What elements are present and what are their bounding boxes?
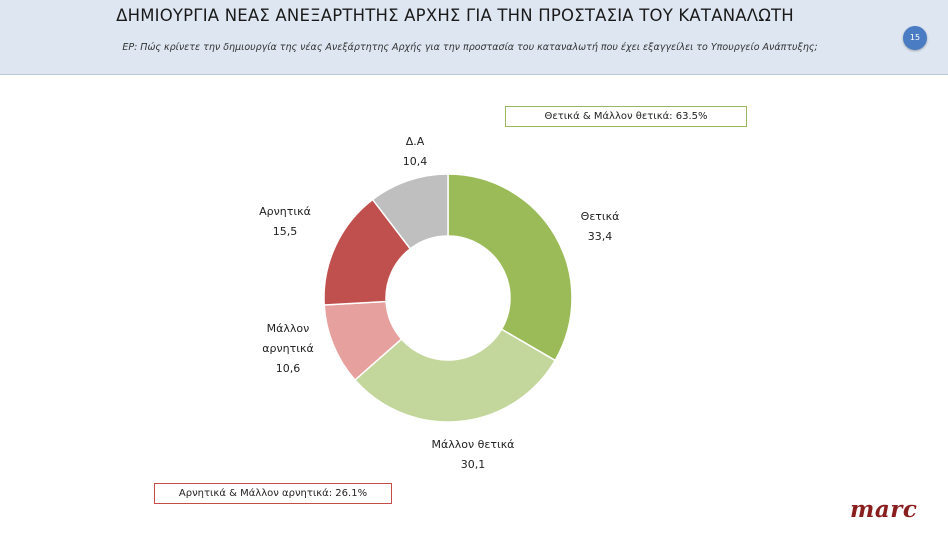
slice-value-4: 10,4 — [403, 155, 428, 168]
slice-label-4: Δ.Α — [406, 135, 425, 148]
slice-value-1: 30,1 — [461, 458, 486, 471]
slice-1 — [353, 328, 557, 423]
slice-label-3: Αρνητικά — [259, 205, 311, 218]
slice-labels: Θετικά 33,4 Μάλλον θετικά 30,1 Μάλλον αρνητικ… — [259, 135, 619, 471]
slice-value-0: 33,4 — [588, 230, 613, 243]
negative-summary-box: Αρνητικά & Μάλλον αρνητικά: 26.1% — [154, 483, 392, 504]
marc-logo: marc — [850, 496, 918, 523]
slide-header: ΔΗΜΙΟΥΡΓΙΑ ΝΕΑΣ ΑΝΕΞΑΡΤΗΤΗΣ ΑΡΧΗΣ ΓΙΑ ΤΗ… — [0, 0, 948, 75]
slice-label-0: Θετικά — [581, 210, 620, 223]
slice-4 — [371, 173, 449, 250]
slice-label-2: αρνητικά — [262, 342, 313, 355]
slice-label-1: Μάλλον θετικά — [432, 438, 515, 451]
page-title: ΔΗΜΙΟΥΡΓΙΑ ΝΕΑΣ ΑΝΕΞΑΡΤΗΤΗΣ ΑΡΧΗΣ ΓΙΑ ΤΗ… — [116, 6, 794, 25]
slice-0 — [447, 173, 573, 362]
page-number-badge: 15 — [903, 26, 927, 50]
positive-summary-box: Θετικά & Μάλλον θετικά: 63.5% — [505, 106, 747, 127]
donut-slices — [323, 173, 573, 423]
slice-label-2: Μάλλον — [267, 322, 310, 335]
slice-value-2: 10,6 — [276, 362, 301, 375]
question-subtitle: ΕΡ: Πώς κρίνετε την δημιουργία της νέας … — [122, 42, 818, 53]
slice-value-3: 15,5 — [273, 225, 298, 238]
